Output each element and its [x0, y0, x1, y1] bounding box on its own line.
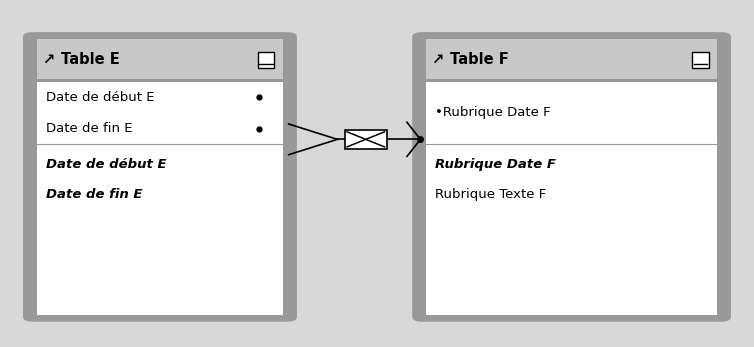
- Text: Date de fin E: Date de fin E: [46, 188, 143, 201]
- Text: Date de début E: Date de début E: [46, 91, 155, 104]
- Text: Table E: Table E: [61, 52, 120, 67]
- Bar: [692, 52, 709, 68]
- Text: Date de début E: Date de début E: [46, 158, 167, 170]
- Text: ↗: ↗: [41, 52, 54, 67]
- Bar: [37, 81, 283, 144]
- Text: Table F: Table F: [450, 52, 509, 67]
- Text: Rubrique Texte F: Rubrique Texte F: [435, 188, 547, 201]
- Text: ↗: ↗: [431, 52, 443, 67]
- Bar: [37, 144, 283, 315]
- Bar: [427, 39, 717, 79]
- FancyBboxPatch shape: [413, 33, 731, 321]
- Text: •Rubrique Date F: •Rubrique Date F: [435, 107, 551, 119]
- Text: Rubrique Date F: Rubrique Date F: [435, 158, 556, 170]
- Bar: [427, 144, 717, 315]
- FancyBboxPatch shape: [23, 33, 296, 321]
- Text: Date de fin E: Date de fin E: [46, 122, 133, 135]
- Bar: [345, 130, 387, 149]
- Bar: [427, 81, 717, 144]
- Bar: [258, 52, 274, 68]
- Bar: [37, 39, 283, 79]
